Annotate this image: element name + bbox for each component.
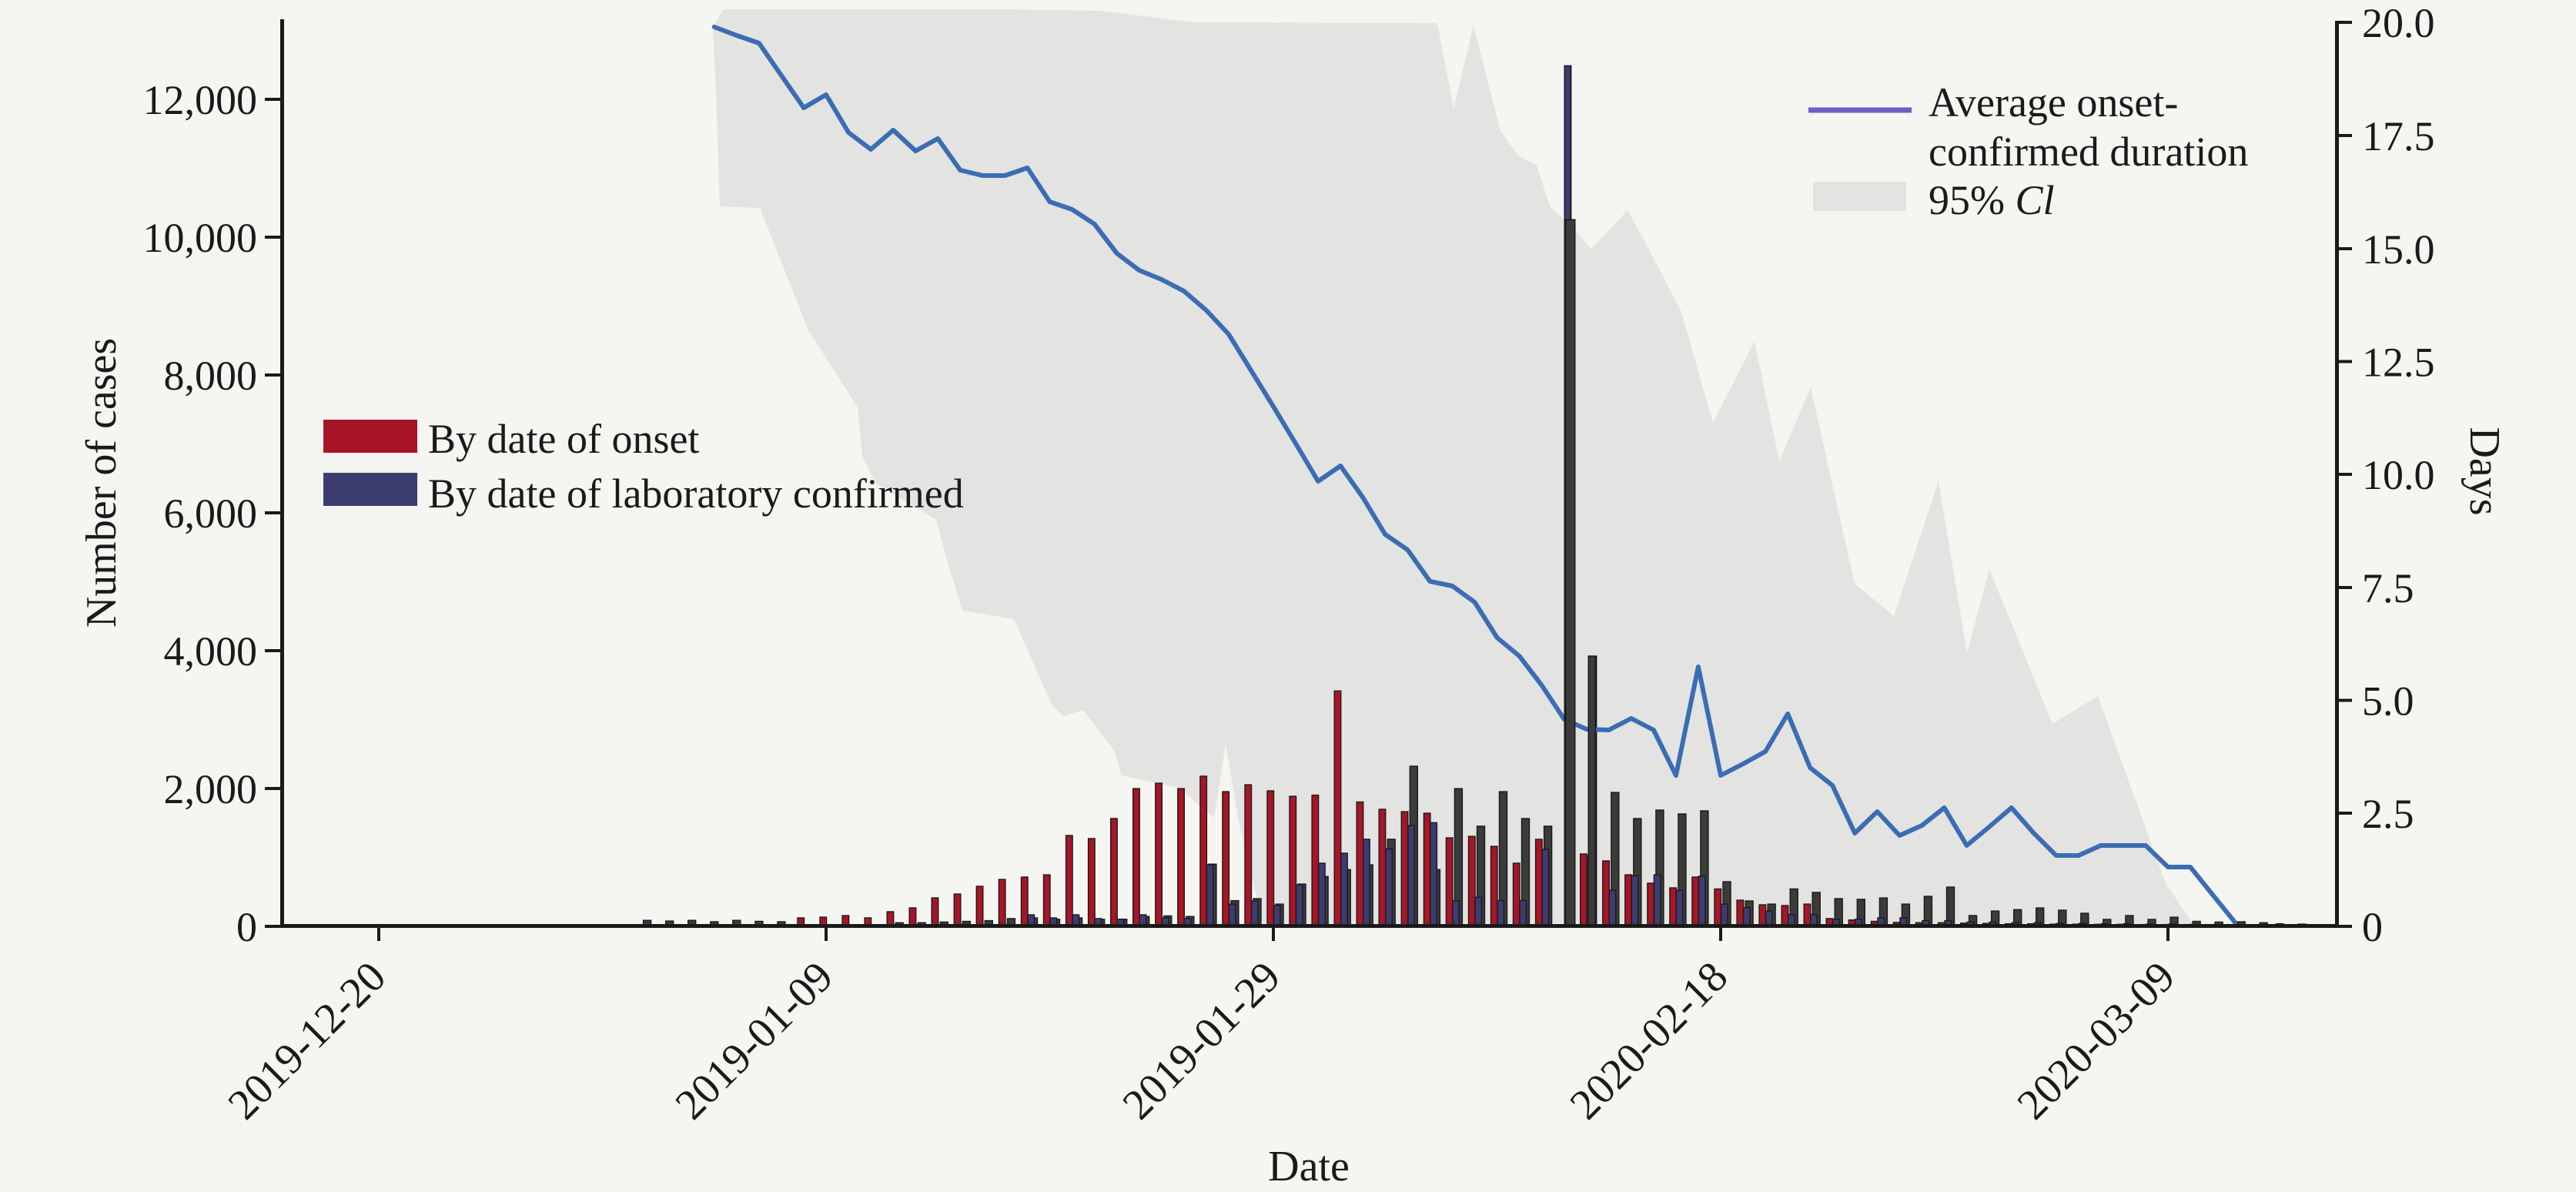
svg-text:Days: Days — [2461, 427, 2508, 515]
svg-text:6,000: 6,000 — [164, 491, 258, 537]
svg-text:0: 0 — [2362, 904, 2383, 950]
svg-text:12.5: 12.5 — [2362, 340, 2435, 386]
svg-text:2.5: 2.5 — [2362, 791, 2414, 837]
svg-text:5.0: 5.0 — [2362, 678, 2414, 725]
svg-text:2,000: 2,000 — [164, 766, 258, 812]
svg-text:Number of cases: Number of cases — [78, 338, 125, 628]
svg-text:7.5: 7.5 — [2362, 565, 2414, 611]
svg-text:By date of laboratory confirme: By date of laboratory confirmed — [428, 470, 964, 517]
svg-text:10.0: 10.0 — [2362, 452, 2435, 498]
svg-text:20.0: 20.0 — [2362, 0, 2435, 46]
svg-text:17.5: 17.5 — [2362, 113, 2435, 159]
svg-text:8,000: 8,000 — [164, 353, 258, 399]
svg-text:95% Cl: 95% Cl — [1929, 177, 2055, 223]
svg-text:0: 0 — [236, 904, 257, 950]
svg-text:4,000: 4,000 — [164, 628, 258, 675]
svg-text:10,000: 10,000 — [143, 215, 258, 261]
svg-text:15.0: 15.0 — [2362, 226, 2435, 273]
svg-text:By date of onset: By date of onset — [428, 416, 699, 462]
svg-text:12,000: 12,000 — [143, 77, 258, 123]
svg-text:Date: Date — [1268, 1143, 1350, 1190]
svg-text:confirmed duration: confirmed duration — [1929, 129, 2248, 175]
svg-text:Average onset-: Average onset- — [1929, 79, 2178, 126]
